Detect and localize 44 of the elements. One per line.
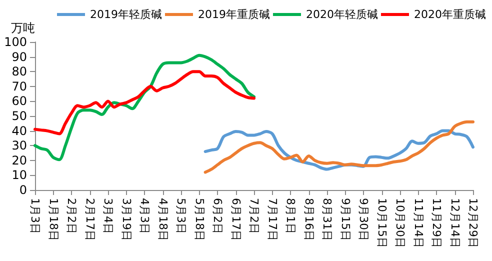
x-tick-label: 1月18日 <box>46 198 60 241</box>
x-tick-label: 7月2日 <box>248 198 260 234</box>
x-tick-label: 8月31日 <box>320 198 334 241</box>
y-tick-label: 10 <box>12 168 27 182</box>
x-tick-label: 3月19日 <box>120 198 133 241</box>
y-tick-label: 60 <box>12 94 27 108</box>
legend-label: 2020年轻质碱 <box>306 8 378 21</box>
x-tick-label: 7月17日 <box>266 198 279 241</box>
x-tick-label: 11月29日 <box>430 198 443 248</box>
y-tick-label: 50 <box>12 109 27 123</box>
line-series <box>34 70 256 136</box>
x-tick-label: 9月30日 <box>357 198 370 241</box>
x-tick-label: 10月30日 <box>394 198 406 248</box>
x-tick-label: 5月18日 <box>192 198 206 241</box>
y-tick-label: 80 <box>12 64 27 79</box>
y-tick-label: 70 <box>12 79 27 94</box>
x-tick-label: 4月3日 <box>138 198 151 234</box>
legend-label: 2019年重质碱 <box>198 8 270 21</box>
x-tick-label: 4月18日 <box>156 198 170 241</box>
x-tick-label: 6月2日 <box>211 198 224 234</box>
x-tick-label: 2月17日 <box>83 198 96 241</box>
x-tick-label: 5月3日 <box>174 198 188 234</box>
x-tick-label: 10月15日 <box>375 198 388 248</box>
x-tick-label: 9月15日 <box>338 198 352 241</box>
legend-label: 2019年轻质碱 <box>90 8 162 21</box>
x-tick-label: 3月4日 <box>102 198 114 234</box>
y-tick-label: 0 <box>19 183 27 197</box>
y-tick-label: 20 <box>12 153 27 168</box>
x-tick-label: 11月14日 <box>412 198 425 248</box>
y-axis-title: 万吨 <box>11 21 35 35</box>
y-tick-label: 90 <box>12 50 27 64</box>
y-tick-label: 30 <box>12 138 27 153</box>
x-tick-label: 6月17日 <box>229 198 242 241</box>
x-tick-label: 12月14日 <box>448 198 462 248</box>
x-tick-label: 12月29日 <box>466 198 480 248</box>
y-tick-label: 40 <box>12 124 27 138</box>
y-tick-label: 100 <box>4 35 27 49</box>
line-series <box>204 120 474 174</box>
x-tick-label: 2月2日 <box>65 198 78 234</box>
x-tick-label: 8月16日 <box>302 198 316 241</box>
x-tick-label: 8月1日 <box>284 198 297 234</box>
legend-label: 2020年重质碱 <box>414 8 486 21</box>
x-tick-label: 1月3日 <box>28 198 42 234</box>
line-series <box>34 54 256 162</box>
